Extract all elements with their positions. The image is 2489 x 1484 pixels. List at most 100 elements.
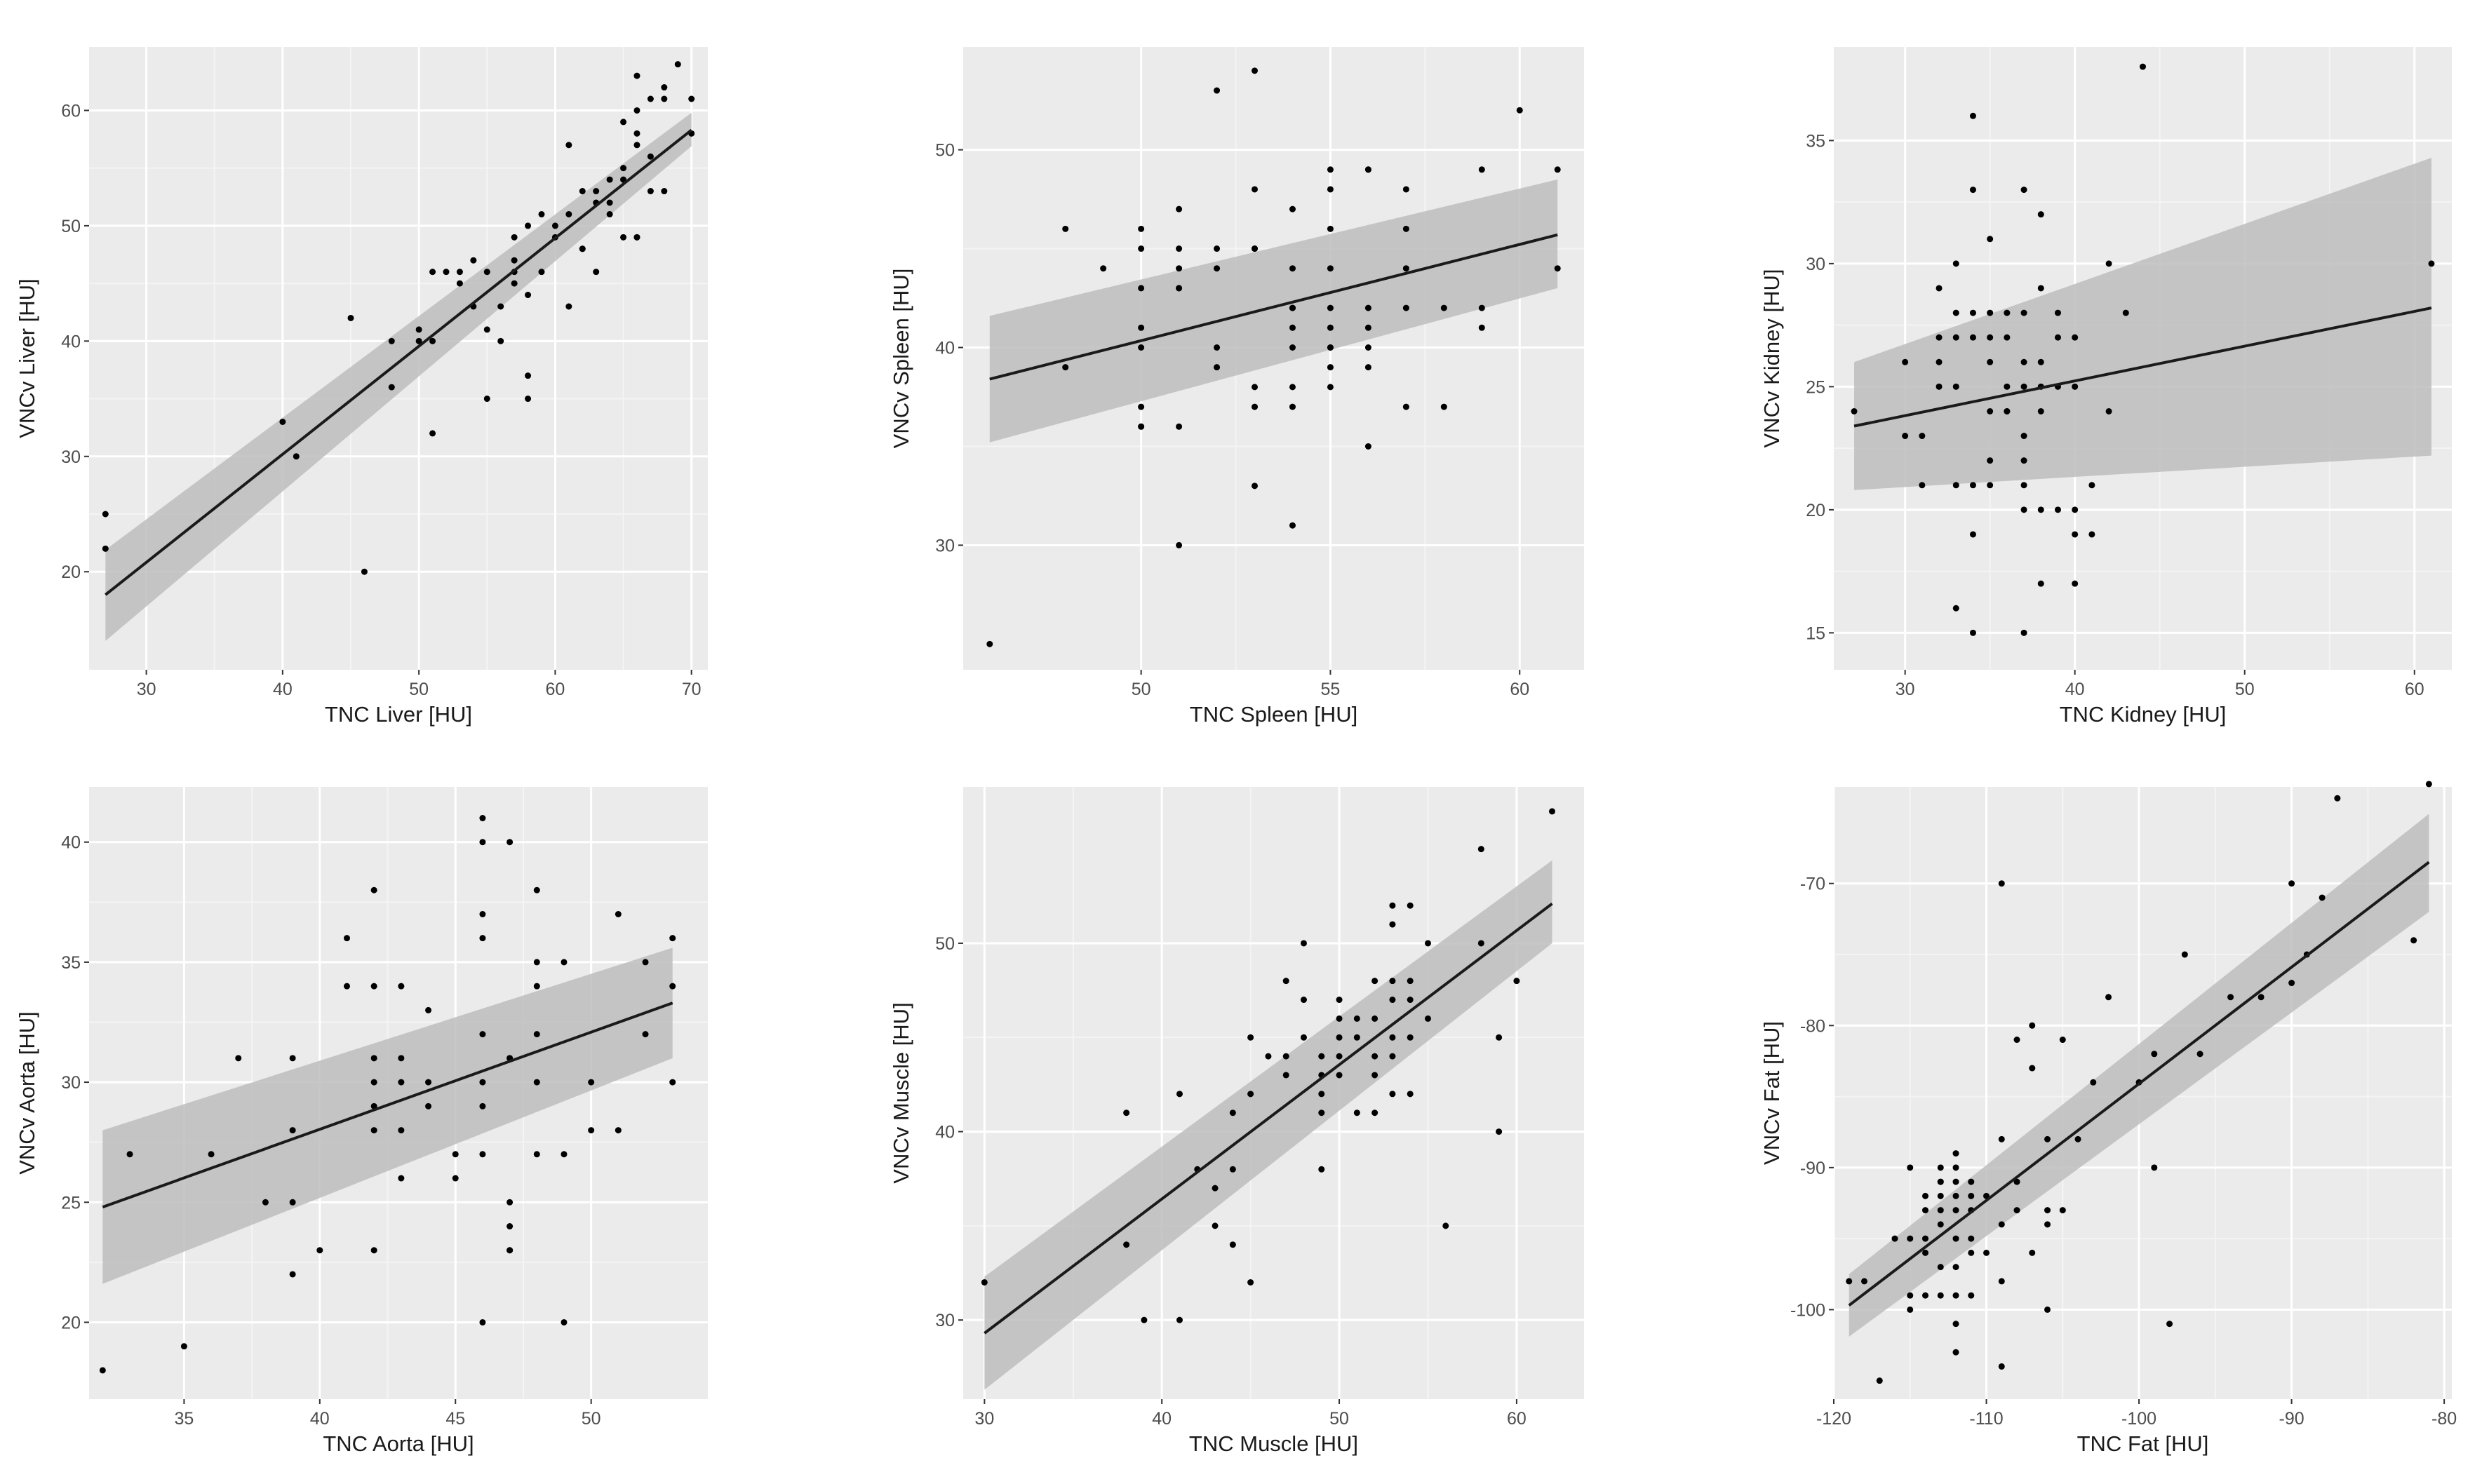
data-point bbox=[2319, 894, 2326, 901]
data-point bbox=[1402, 225, 1409, 232]
y-axis-title: VNCv Spleen [HU] bbox=[889, 269, 913, 449]
data-point bbox=[2020, 433, 2027, 440]
y-tick-label: -70 bbox=[1800, 875, 1825, 894]
data-point bbox=[1214, 245, 1221, 252]
data-point bbox=[1516, 107, 1523, 114]
data-point bbox=[1353, 1109, 1360, 1117]
data-point bbox=[2044, 1306, 2051, 1313]
data-point bbox=[2037, 285, 2044, 292]
data-point bbox=[1289, 304, 1296, 311]
data-point bbox=[1440, 304, 1447, 311]
data-point bbox=[579, 188, 586, 195]
x-tick-label: 60 bbox=[1510, 680, 1529, 699]
data-point bbox=[986, 640, 993, 647]
data-point bbox=[2020, 457, 2027, 464]
data-point bbox=[593, 269, 600, 276]
data-point bbox=[1212, 1185, 1219, 1192]
data-point bbox=[1389, 1091, 1396, 1098]
x-tick-label: 35 bbox=[174, 1409, 194, 1429]
data-point bbox=[1289, 265, 1296, 272]
panel-spleen: 50 55 60 30 40 50 TNC Spleen [HU] VNCv Spleen [… bbox=[889, 47, 1584, 727]
regression-line bbox=[1848, 861, 2430, 1307]
x-tick-label: 60 bbox=[546, 680, 565, 699]
data-point bbox=[1922, 1235, 1929, 1242]
data-point bbox=[1327, 324, 1334, 331]
data-point bbox=[1937, 1192, 1944, 1199]
y-tick-label: 60 bbox=[61, 101, 81, 121]
data-point bbox=[1968, 1292, 1975, 1299]
data-point bbox=[1969, 531, 1976, 538]
data-point bbox=[479, 1151, 486, 1158]
data-point bbox=[647, 188, 654, 195]
data-point bbox=[588, 1127, 595, 1134]
data-point bbox=[388, 384, 395, 391]
data-point bbox=[1327, 225, 1334, 232]
data-point bbox=[633, 142, 640, 149]
data-point bbox=[279, 418, 286, 425]
data-point bbox=[1937, 1292, 1944, 1299]
panel-liver: 30 40 50 60 70 20 30 40 50 60 TNC Liver [HU] VNCv L… bbox=[15, 47, 708, 727]
data-point bbox=[1987, 358, 1994, 365]
data-point bbox=[1138, 344, 1145, 351]
data-point bbox=[1176, 205, 1183, 213]
data-point bbox=[1176, 541, 1183, 548]
data-point bbox=[1969, 334, 1976, 341]
confidence-band bbox=[984, 860, 1552, 1390]
data-point bbox=[2151, 1164, 2158, 1171]
x-tick-label: 40 bbox=[273, 680, 293, 699]
data-point bbox=[1336, 1072, 1343, 1079]
data-point bbox=[1229, 1109, 1236, 1117]
data-point bbox=[289, 1055, 296, 1062]
y-axis-title: VNCv Aorta [HU] bbox=[15, 1011, 39, 1175]
data-point bbox=[615, 910, 622, 917]
confidence-band bbox=[1854, 157, 2431, 490]
data-point bbox=[2072, 506, 2079, 513]
data-point bbox=[1138, 225, 1145, 232]
data-point bbox=[1424, 940, 1431, 947]
data-point bbox=[1987, 457, 1994, 464]
x-tick-label: 70 bbox=[682, 680, 702, 699]
data-point bbox=[2020, 629, 2027, 636]
data-point bbox=[479, 815, 486, 822]
data-point bbox=[1496, 1034, 1503, 1041]
data-point bbox=[2257, 994, 2265, 1001]
data-point bbox=[2105, 407, 2112, 414]
data-point bbox=[1138, 423, 1145, 430]
data-point bbox=[661, 188, 668, 195]
confidence-band bbox=[102, 947, 673, 1284]
data-point bbox=[180, 1343, 187, 1350]
data-point bbox=[2105, 260, 2112, 267]
data-point bbox=[429, 337, 436, 344]
data-point bbox=[99, 1367, 106, 1374]
y-tick-label: 30 bbox=[935, 1311, 955, 1330]
data-point bbox=[647, 153, 654, 160]
data-point bbox=[1229, 1241, 1236, 1248]
data-point bbox=[370, 1079, 377, 1086]
data-point bbox=[1554, 265, 1561, 272]
data-point bbox=[1123, 1109, 1130, 1117]
data-point bbox=[2105, 994, 2112, 1001]
x-tick-label: 60 bbox=[1507, 1409, 1527, 1429]
x-tick-label: 30 bbox=[137, 680, 156, 699]
data-point bbox=[2020, 383, 2027, 390]
data-point bbox=[1937, 1221, 1944, 1228]
y-tick-label: 20 bbox=[61, 1313, 81, 1333]
data-point bbox=[2181, 951, 2188, 958]
data-point bbox=[1062, 364, 1069, 371]
data-point bbox=[1062, 225, 1069, 232]
data-point bbox=[1952, 1192, 1959, 1199]
data-point bbox=[1327, 166, 1334, 173]
data-point bbox=[1935, 358, 1943, 365]
y-tick-label: 40 bbox=[935, 1123, 955, 1142]
data-point bbox=[1265, 1053, 1272, 1060]
y-tick-label: 50 bbox=[935, 934, 955, 954]
data-point bbox=[2013, 1207, 2020, 1214]
data-point bbox=[102, 511, 109, 518]
data-point bbox=[551, 222, 558, 229]
data-point bbox=[2088, 482, 2095, 489]
data-point bbox=[1318, 1166, 1325, 1173]
data-point bbox=[2072, 334, 2079, 341]
data-point bbox=[1371, 1109, 1378, 1117]
data-point bbox=[483, 269, 490, 276]
